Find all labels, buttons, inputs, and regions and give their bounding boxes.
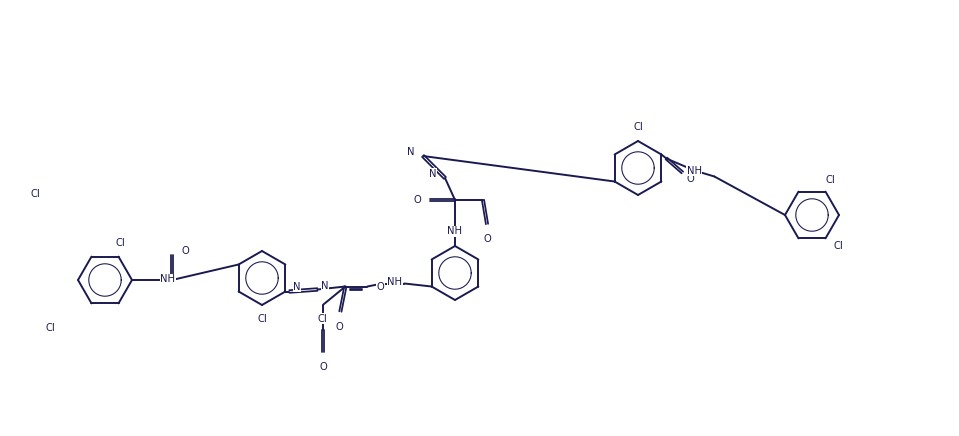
Text: NH: NH [448, 226, 462, 236]
Text: O: O [336, 321, 343, 331]
Text: O: O [319, 361, 327, 371]
Text: Cl: Cl [633, 122, 643, 132]
Text: Cl: Cl [45, 323, 55, 333]
Text: O: O [483, 234, 491, 244]
Text: O: O [687, 174, 694, 184]
Text: N: N [321, 280, 329, 290]
Text: O: O [376, 282, 385, 292]
Text: N: N [293, 282, 301, 292]
Text: Cl: Cl [826, 174, 835, 184]
Text: N: N [407, 147, 414, 157]
Text: Cl: Cl [116, 238, 126, 248]
Text: N: N [429, 169, 436, 179]
Text: NH: NH [687, 166, 702, 176]
Text: NH: NH [160, 274, 175, 284]
Text: Cl: Cl [317, 313, 327, 324]
Text: O: O [181, 246, 189, 256]
Text: Cl: Cl [833, 242, 843, 252]
Text: O: O [413, 195, 421, 205]
Text: Cl: Cl [30, 189, 40, 199]
Text: NH: NH [387, 276, 403, 286]
Text: Cl: Cl [257, 314, 267, 324]
